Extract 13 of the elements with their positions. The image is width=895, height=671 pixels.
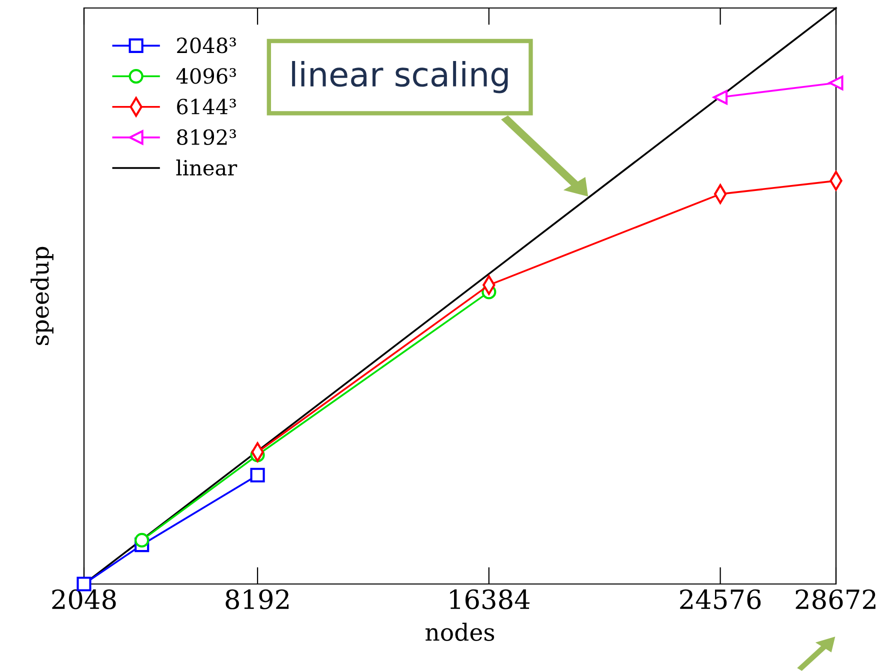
legend-label: 4096³ [176,68,236,84]
annotation: linear scaling [292,60,508,94]
x-tick-label: 2048 [52,589,116,610]
x-tick-label: 16384 [450,589,530,610]
legend-label: linear [176,159,238,176]
x-tick-label: 8192 [226,589,289,610]
x-tick-label: 28672 [796,589,876,610]
y-axis-title: speedup [30,246,54,345]
x-tick-label: 24576 [680,589,761,610]
legend-label: 2048³ [177,38,236,54]
x-axis-title: nodes [426,622,494,642]
legend-label: 8192³ [177,129,236,146]
legend-label: 6144³ [177,98,236,114]
